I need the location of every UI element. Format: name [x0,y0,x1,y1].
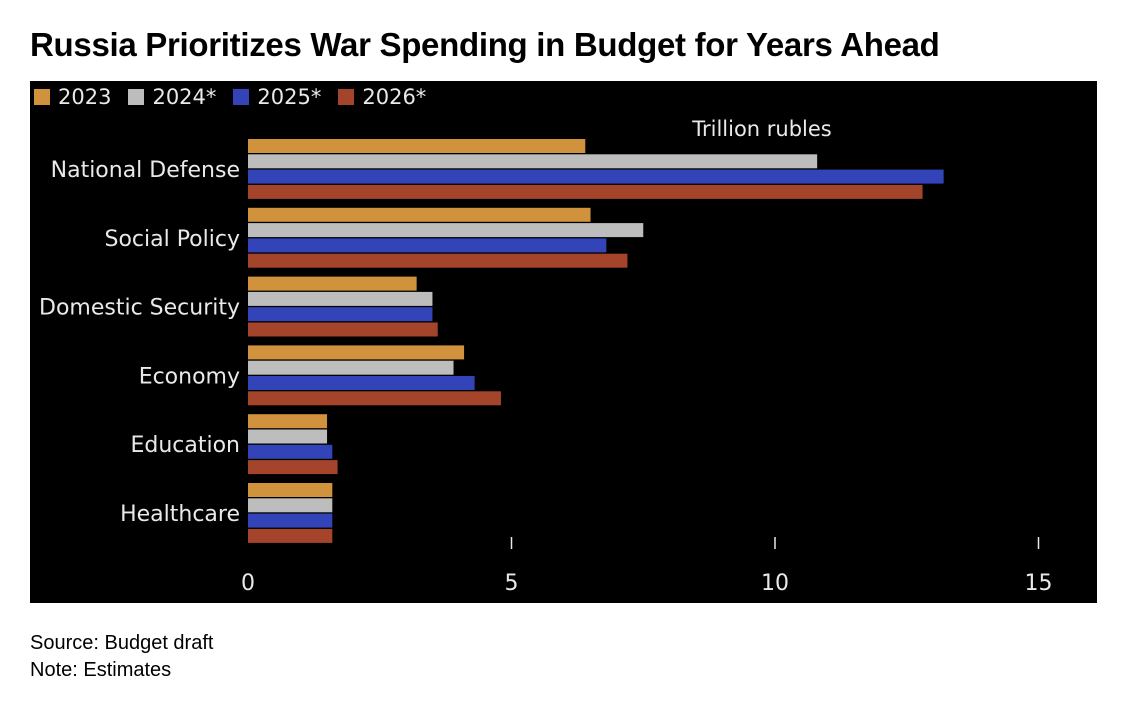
legend-item: 2025* [233,85,321,109]
legend-label: 2024* [152,85,217,109]
category-label: Domestic Security [39,296,240,321]
bar [248,154,818,169]
category-label: Social Policy [104,227,240,252]
bar-chart: Trillion rubles National Defense Social Po… [39,117,1053,596]
bar [248,307,433,322]
bar [248,238,607,253]
bar [248,276,417,291]
bar [248,345,465,360]
bar [248,139,586,153]
bar [248,429,328,444]
bar [248,414,328,429]
bar [248,360,454,375]
estimates-note: Note: Estimates [30,659,172,681]
legend-label: 2025* [257,85,322,109]
bar [248,291,433,306]
x-tick-label: 15 [1025,571,1053,596]
bar [248,207,591,222]
bar [248,498,333,513]
bar [248,223,644,238]
legend-item: 2026* [338,85,426,109]
legend: 2023 2024* 2025* 2026* [34,84,443,110]
category-label: National Defense [51,158,240,183]
bar [248,376,475,390]
legend-label: 2023 [58,85,112,109]
bar [248,391,501,406]
category-label: Healthcare [120,502,240,527]
bar [248,444,333,459]
bar [248,322,438,337]
chart-title: Russia Prioritizes War Spending in Budge… [30,26,940,63]
legend-swatch [128,89,145,105]
category-label: Education [130,433,240,458]
bar [248,169,944,184]
bar [248,253,628,268]
legend-item: 2024* [128,85,216,109]
chart-panel: 2023 2024* 2025* 2026* Trillion rubles Na… [30,81,1097,603]
category-label: Economy [139,364,240,389]
bar [248,528,333,543]
footer: Source: Budget draft Note: Estimates [30,630,213,684]
legend-swatch [233,89,250,105]
bar [248,513,333,528]
legend-swatch [338,89,355,105]
legend-swatch [34,89,50,105]
legend-label: 2026* [362,85,427,109]
x-tick-label: 10 [761,571,789,596]
bar [248,483,333,497]
source-note: Source: Budget draft [30,632,214,654]
legend-item: 2023 [34,85,111,109]
x-tick-label: 0 [241,571,255,596]
unit-label: Trillion rubles [691,117,832,141]
bar [248,184,923,199]
x-tick-label: 5 [505,571,519,596]
bar [248,460,338,475]
